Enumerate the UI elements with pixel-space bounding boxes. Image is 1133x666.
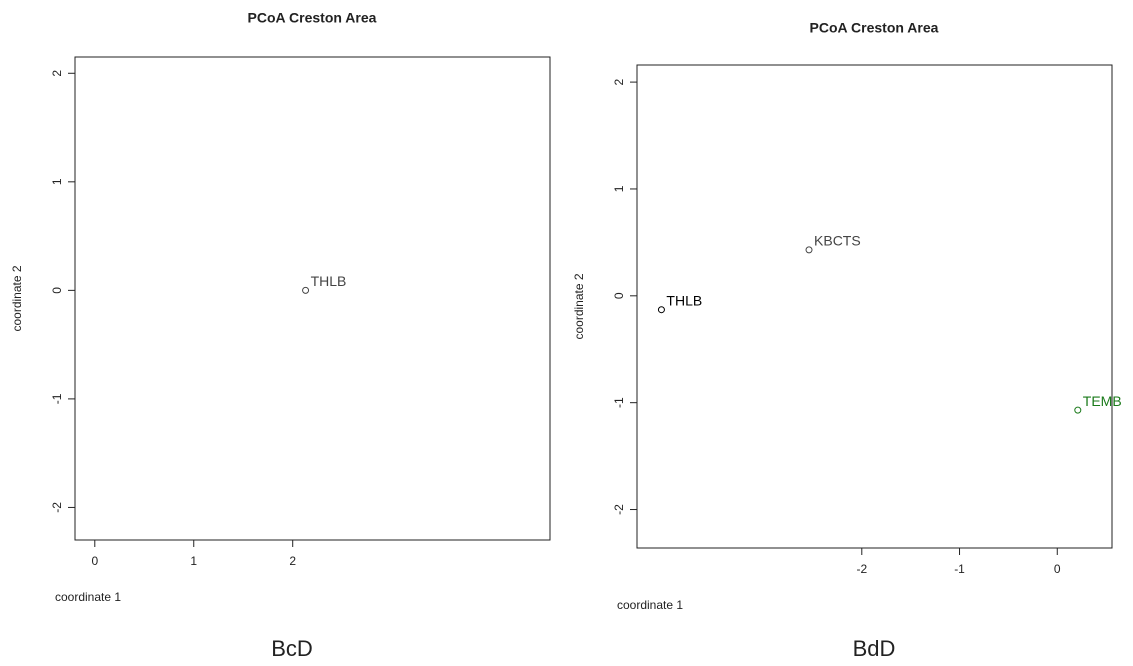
y-tick-label: 1	[612, 185, 626, 192]
x-axis-label: coordinate 1	[55, 590, 121, 604]
x-tick-label: 1	[190, 554, 197, 568]
x-tick-label: -2	[856, 562, 867, 576]
y-tick-label: -2	[612, 504, 626, 515]
y-tick-label: 2	[50, 70, 64, 77]
plot-box	[637, 65, 1112, 548]
x-tick-label: -1	[954, 562, 965, 576]
y-tick-label: 0	[612, 292, 626, 299]
point	[658, 307, 664, 313]
y-axis-label: coordinate 2	[10, 265, 24, 331]
y-tick-label: 1	[50, 178, 64, 185]
chart-title: PCoA Creston Area	[810, 20, 939, 36]
point	[1075, 407, 1081, 413]
point	[303, 287, 309, 293]
x-tick-label: 2	[289, 554, 296, 568]
caption: BcD	[271, 636, 313, 661]
y-tick-label: 2	[612, 78, 626, 85]
point-label: THLB	[666, 292, 702, 308]
y-tick-label: -1	[50, 393, 64, 404]
point-label: TEMB	[1083, 393, 1122, 409]
point-label: KBCTS	[814, 233, 861, 249]
y-tick-label: 0	[50, 287, 64, 294]
x-axis-label: coordinate 1	[617, 598, 683, 612]
point	[806, 247, 812, 253]
point-label: THLB	[311, 273, 347, 289]
plot-box	[75, 57, 550, 540]
y-axis-label: coordinate 2	[572, 273, 586, 339]
x-tick-label: 0	[91, 554, 98, 568]
x-tick-label: 0	[1054, 562, 1061, 576]
caption: BdD	[853, 636, 896, 661]
y-tick-label: -2	[50, 502, 64, 513]
chart-title: PCoA Creston Area	[248, 10, 377, 26]
y-tick-label: -1	[612, 397, 626, 408]
page: BcD BdD PCoA Creston Area coordinate 1 coo…	[0, 0, 1133, 666]
